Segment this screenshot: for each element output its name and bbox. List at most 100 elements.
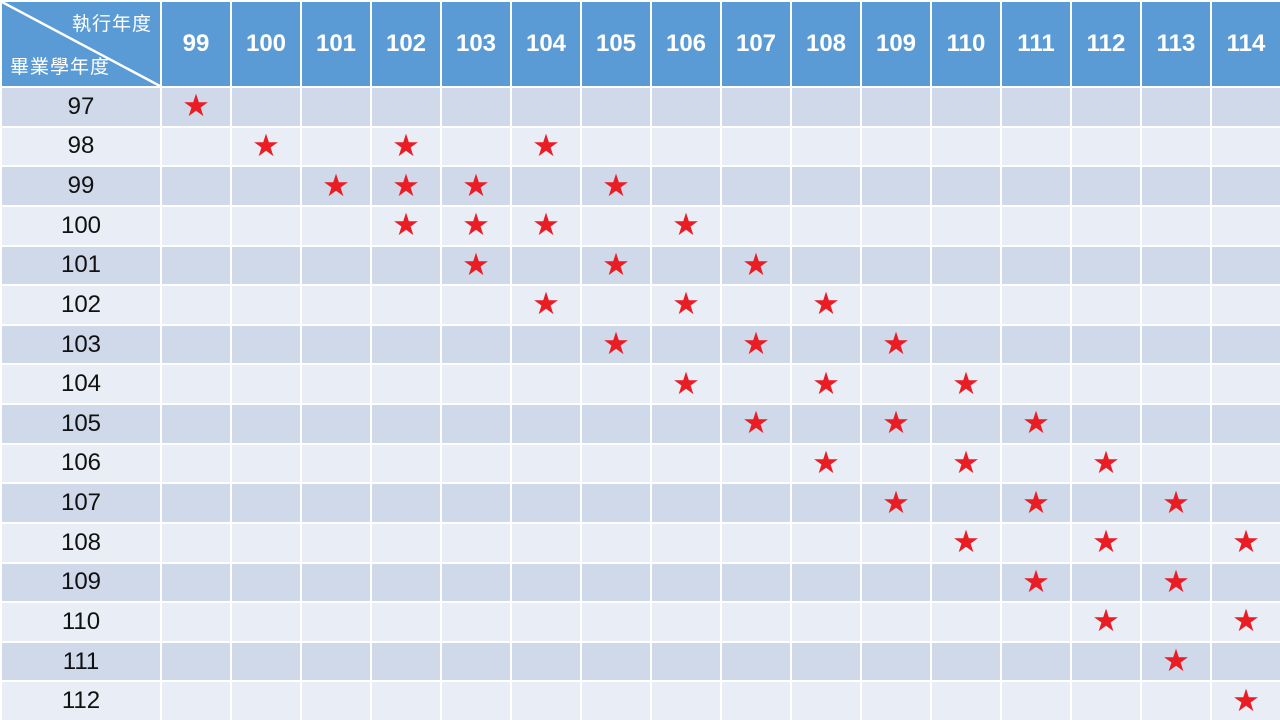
cell-107-104 xyxy=(512,484,580,522)
star-icon: ★ xyxy=(462,207,490,243)
cell-110-100 xyxy=(232,603,300,641)
cell-104-110: ★ xyxy=(932,365,1000,403)
star-icon: ★ xyxy=(1092,524,1120,560)
star-icon: ★ xyxy=(1162,563,1190,599)
cell-109-103 xyxy=(442,563,510,602)
cell-103-100 xyxy=(232,325,300,364)
cell-111-114 xyxy=(1212,642,1280,681)
cell-100-100 xyxy=(232,206,300,245)
cell-107-106 xyxy=(652,484,720,522)
cell-109-102 xyxy=(372,563,440,602)
cell-103-105: ★ xyxy=(582,325,650,364)
cell-102-108: ★ xyxy=(792,286,860,324)
cell-107-114 xyxy=(1212,484,1280,522)
cell-97-104 xyxy=(512,88,580,126)
cell-108-99 xyxy=(162,523,230,562)
row-label-104: 104 xyxy=(2,365,160,403)
star-icon: ★ xyxy=(1022,484,1050,520)
cell-105-99 xyxy=(162,405,230,443)
cell-102-103 xyxy=(442,286,510,324)
cell-103-107: ★ xyxy=(722,325,790,364)
cell-112-111 xyxy=(1002,682,1070,720)
cell-103-101 xyxy=(302,325,370,364)
cell-112-110 xyxy=(932,682,1000,720)
cell-97-110 xyxy=(932,88,1000,126)
cell-97-105 xyxy=(582,88,650,126)
cell-112-99 xyxy=(162,682,230,720)
cell-99-102: ★ xyxy=(372,167,440,205)
star-icon: ★ xyxy=(1162,643,1190,679)
col-header-105: 105 xyxy=(582,2,650,86)
cell-111-110 xyxy=(932,642,1000,681)
cell-98-114 xyxy=(1212,127,1280,166)
cell-101-103: ★ xyxy=(442,246,510,285)
cell-112-109 xyxy=(862,682,930,720)
cell-98-109 xyxy=(862,127,930,166)
cell-107-102 xyxy=(372,484,440,522)
cell-106-106 xyxy=(652,444,720,483)
cell-102-111 xyxy=(1002,286,1070,324)
cell-109-114 xyxy=(1212,563,1280,602)
cell-102-106: ★ xyxy=(652,286,720,324)
cell-101-105: ★ xyxy=(582,246,650,285)
cell-104-99 xyxy=(162,365,230,403)
star-icon: ★ xyxy=(812,444,840,480)
cell-107-111: ★ xyxy=(1002,484,1070,522)
cell-110-105 xyxy=(582,603,650,641)
cell-112-106 xyxy=(652,682,720,720)
cell-102-99 xyxy=(162,286,230,324)
cell-104-111 xyxy=(1002,365,1070,403)
cell-112-114: ★ xyxy=(1212,682,1280,720)
cell-104-100 xyxy=(232,365,300,403)
cell-111-108 xyxy=(792,642,860,681)
cell-111-109 xyxy=(862,642,930,681)
cell-109-105 xyxy=(582,563,650,602)
cell-103-109: ★ xyxy=(862,325,930,364)
star-icon: ★ xyxy=(742,405,770,441)
cell-108-108 xyxy=(792,523,860,562)
cell-104-114 xyxy=(1212,365,1280,403)
cell-105-107: ★ xyxy=(722,405,790,443)
cell-110-112: ★ xyxy=(1072,603,1140,641)
star-icon: ★ xyxy=(742,326,770,362)
cell-102-113 xyxy=(1142,286,1210,324)
cell-99-110 xyxy=(932,167,1000,205)
cell-111-107 xyxy=(722,642,790,681)
star-icon: ★ xyxy=(882,326,910,362)
cell-98-108 xyxy=(792,127,860,166)
cell-102-105 xyxy=(582,286,650,324)
row-label-102: 102 xyxy=(2,286,160,324)
cell-110-109 xyxy=(862,603,930,641)
cell-108-101 xyxy=(302,523,370,562)
cell-104-108: ★ xyxy=(792,365,860,403)
col-header-112: 112 xyxy=(1072,2,1140,86)
cell-104-109 xyxy=(862,365,930,403)
cell-108-114: ★ xyxy=(1212,523,1280,562)
star-icon: ★ xyxy=(952,365,980,401)
cell-97-99: ★ xyxy=(162,88,230,126)
col-header-101: 101 xyxy=(302,2,370,86)
cell-111-106 xyxy=(652,642,720,681)
cell-97-109 xyxy=(862,88,930,126)
cell-110-114: ★ xyxy=(1212,603,1280,641)
cell-103-111 xyxy=(1002,325,1070,364)
row-label-100: 100 xyxy=(2,206,160,245)
cell-105-104 xyxy=(512,405,580,443)
cell-106-109 xyxy=(862,444,930,483)
cell-108-110: ★ xyxy=(932,523,1000,562)
cell-111-113: ★ xyxy=(1142,642,1210,681)
cell-111-101 xyxy=(302,642,370,681)
cell-98-105 xyxy=(582,127,650,166)
cell-100-113 xyxy=(1142,206,1210,245)
cell-111-100 xyxy=(232,642,300,681)
cell-102-114 xyxy=(1212,286,1280,324)
cell-111-103 xyxy=(442,642,510,681)
cell-98-111 xyxy=(1002,127,1070,166)
cell-97-106 xyxy=(652,88,720,126)
cell-109-107 xyxy=(722,563,790,602)
cell-103-103 xyxy=(442,325,510,364)
cell-101-102 xyxy=(372,246,440,285)
row-label-108: 108 xyxy=(2,523,160,562)
cell-98-112 xyxy=(1072,127,1140,166)
cell-105-101 xyxy=(302,405,370,443)
